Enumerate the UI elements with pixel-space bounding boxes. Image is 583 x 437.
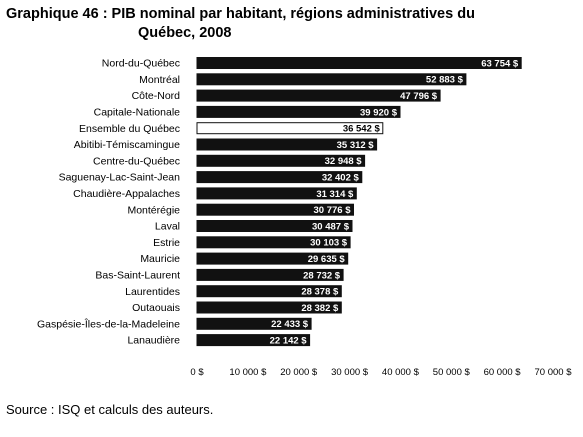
category-label: Nord-du-Québec <box>102 58 180 70</box>
bar <box>196 268 344 281</box>
category-label: Capitale-Nationale <box>94 107 181 119</box>
value-label: 28 378 $ <box>301 287 339 298</box>
category-label: Centre-du-Québec <box>93 155 180 167</box>
value-label: 63 754 $ <box>481 58 519 69</box>
x-tick-label: 0 $ <box>190 367 204 378</box>
bar <box>196 89 441 102</box>
value-label: 30 487 $ <box>312 221 350 232</box>
bar <box>196 317 312 330</box>
value-label: 32 948 $ <box>325 156 363 167</box>
value-label: 22 433 $ <box>271 319 309 330</box>
bar <box>196 236 351 249</box>
value-label: 39 920 $ <box>360 107 398 118</box>
bar <box>196 334 311 347</box>
category-label: Chaudière-Appalaches <box>73 188 180 200</box>
bar <box>196 187 357 200</box>
bar <box>196 203 354 216</box>
category-label: Outaouais <box>132 302 180 314</box>
value-label: 31 314 $ <box>316 189 354 200</box>
chart-title-line1: Graphique 46 : PIB nominal par habitant,… <box>6 6 475 22</box>
category-label: Ensemble du Québec <box>79 123 180 135</box>
x-tick-label: 10 000 $ <box>229 367 267 378</box>
category-label: Abitibi-Témiscamingue <box>74 139 180 151</box>
bar <box>196 171 363 184</box>
category-label: Saguenay-Lac-Saint-Jean <box>59 172 181 184</box>
value-label: 32 402 $ <box>322 173 360 184</box>
value-label: 52 883 $ <box>426 75 464 86</box>
x-tick-label: 60 000 $ <box>484 367 522 378</box>
category-label: Laurentides <box>125 286 180 298</box>
category-label: Lanaudière <box>127 335 180 347</box>
value-label: 30 776 $ <box>314 205 352 216</box>
bar <box>196 301 342 314</box>
value-label: 47 796 $ <box>400 91 438 102</box>
bar <box>196 57 522 69</box>
value-label: 22 142 $ <box>270 336 308 347</box>
category-label: Côte-Nord <box>132 90 181 102</box>
source-note: Source : ISQ et calculs des auteurs. <box>6 402 214 417</box>
category-label: Bas-Saint-Laurent <box>95 270 180 282</box>
category-label: Laval <box>155 221 180 233</box>
x-tick-label: 50 000 $ <box>433 367 471 378</box>
x-tick-label: 30 000 $ <box>331 367 369 378</box>
category-label: Gaspésie-Îles-de-la-Madeleine <box>37 317 180 330</box>
value-label: 36 542 $ <box>343 124 381 135</box>
bar-chart: Nord-du-Québec 63 754 $ Montréal 52 883 $ Cô… <box>37 57 573 378</box>
bar <box>196 285 342 298</box>
category-label: Montérégie <box>127 204 180 216</box>
category-label: Estrie <box>153 237 180 249</box>
category-label: Mauricie <box>140 253 180 265</box>
bar <box>196 105 401 118</box>
chart-title-line2: Québec, 2008 <box>138 25 232 41</box>
bar <box>196 122 384 135</box>
bar <box>196 252 349 265</box>
bar <box>196 220 353 232</box>
value-label: 28 382 $ <box>301 303 339 314</box>
bar <box>196 154 366 167</box>
category-label: Montréal <box>139 74 180 86</box>
value-label: 30 103 $ <box>310 238 348 249</box>
value-label: 29 635 $ <box>308 254 346 265</box>
value-label: 35 312 $ <box>337 140 375 151</box>
bar <box>196 73 467 86</box>
x-tick-label: 70 000 $ <box>535 367 573 378</box>
x-tick-label: 40 000 $ <box>382 367 420 378</box>
x-tick-label: 20 000 $ <box>280 367 318 378</box>
bar <box>196 138 378 151</box>
chart-title: Graphique 46 : PIB nominal par habitant,… <box>6 5 566 43</box>
value-label: 28 732 $ <box>303 270 341 281</box>
